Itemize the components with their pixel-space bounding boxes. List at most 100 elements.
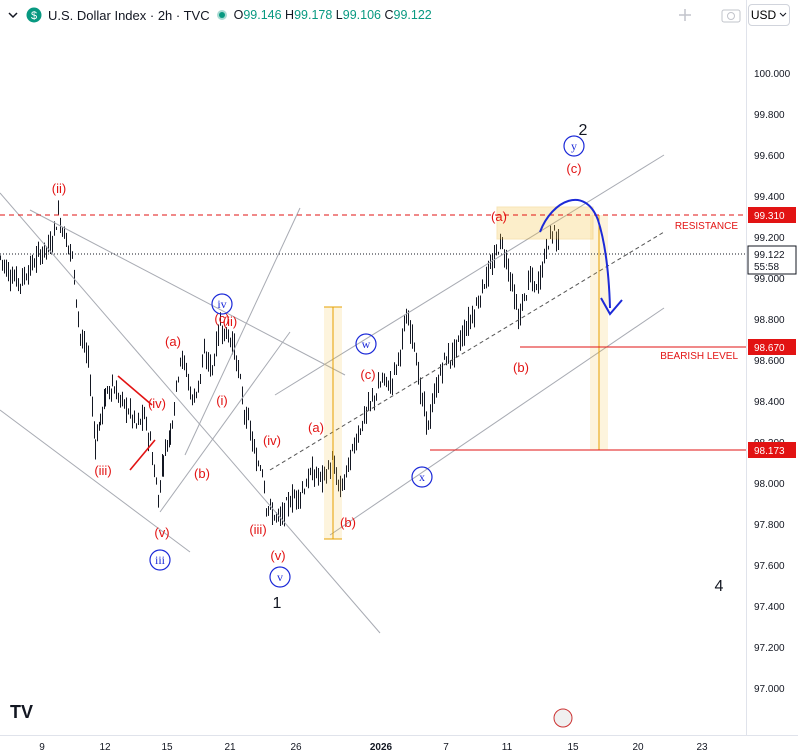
trend-line xyxy=(0,192,381,634)
wave-label: y xyxy=(571,139,577,153)
y-tick-label: 97.400 xyxy=(754,602,785,613)
y-tick-label: 98.600 xyxy=(754,356,785,367)
dollar-symbol-icon: $ xyxy=(26,7,42,23)
y-tick-label: 98.000 xyxy=(754,479,785,490)
flag-icon xyxy=(553,708,573,728)
wave-label: v xyxy=(277,570,283,584)
trend-line xyxy=(329,307,665,536)
wave-label: (v) xyxy=(154,525,169,540)
x-tick-label: 2026 xyxy=(370,742,393,753)
open-value: 99.146 xyxy=(243,8,282,22)
svg-text:$: $ xyxy=(31,10,37,22)
wave-label: (a) xyxy=(308,420,324,435)
wave-label: (a) xyxy=(165,334,181,349)
collapse-icon[interactable] xyxy=(6,8,20,22)
trend-line xyxy=(0,409,191,553)
high-value: 99.178 xyxy=(294,8,333,22)
wave-label: 4 xyxy=(715,578,724,595)
y-tick-label: 97.800 xyxy=(754,520,785,531)
wave-label: x xyxy=(419,470,425,484)
add-icon[interactable] xyxy=(678,8,692,22)
price-axis xyxy=(746,0,798,735)
market-status-icon xyxy=(216,10,227,20)
wave-label: (i) xyxy=(216,393,228,408)
wave-label: (iii) xyxy=(94,463,111,478)
wave-label: (ii) xyxy=(223,314,237,329)
y-tick-label: 100.000 xyxy=(754,69,791,80)
x-tick-label: 11 xyxy=(502,742,513,753)
price-tag xyxy=(748,339,796,355)
wedge-line xyxy=(117,375,153,406)
wave-label: iii xyxy=(155,553,166,567)
wave-label: w xyxy=(362,337,371,351)
wave-label: (a) xyxy=(491,209,507,224)
y-tick-label: 99.200 xyxy=(754,233,785,244)
x-tick-label: 12 xyxy=(99,742,111,753)
wave-label: iv xyxy=(217,297,226,311)
projection-arrow xyxy=(539,199,611,309)
trend-line xyxy=(184,207,301,456)
wave-label: (c) xyxy=(214,311,229,326)
last-price-value: 99.122 xyxy=(754,250,785,261)
x-tick-label: 21 xyxy=(224,742,236,753)
wave-circle xyxy=(563,135,585,157)
y-tick-label: 99.400 xyxy=(754,192,785,203)
wave-circle xyxy=(355,333,377,355)
wave-label: (c) xyxy=(566,161,581,176)
wave-label: (v) xyxy=(270,548,285,563)
time-axis xyxy=(0,735,798,755)
x-tick-label: 23 xyxy=(696,742,708,753)
x-tick-label: 7 xyxy=(443,742,449,753)
price-tag xyxy=(748,442,796,458)
y-tick-label: 98.800 xyxy=(754,315,785,326)
wave-label: (b) xyxy=(194,466,210,481)
x-tick-label: 26 xyxy=(290,742,302,753)
close-value: 99.122 xyxy=(393,8,432,22)
y-tick-label: 97.000 xyxy=(754,684,785,695)
wave-circle xyxy=(411,466,433,488)
wave-label: (iii) xyxy=(249,522,266,537)
y-tick-label: 99.000 xyxy=(754,274,785,285)
last-price-tag xyxy=(747,245,797,275)
x-tick-label: 15 xyxy=(161,742,173,753)
wave-label: (c) xyxy=(360,367,375,382)
y-tick-label: 98.400 xyxy=(754,397,785,408)
wave-circle xyxy=(269,566,291,588)
level-label: BEARISH LEVEL xyxy=(660,351,738,362)
wedge-line xyxy=(129,439,156,471)
trend-line xyxy=(29,209,346,376)
camera-icon[interactable] xyxy=(720,6,742,24)
symbol-title[interactable]: U.S. Dollar Index · 2h · TVC xyxy=(48,7,210,23)
ohlc-readout: O99.146 H99.178 L99.106 C99.122 xyxy=(233,8,432,22)
wave-label: (ii) xyxy=(52,181,66,196)
price-tag-value: 99.310 xyxy=(754,211,785,222)
price-tag-value: 98.173 xyxy=(754,446,785,457)
tv-logo: TV xyxy=(10,702,33,722)
currency-label: USD xyxy=(750,8,777,22)
wave-label: (iv) xyxy=(263,433,281,448)
x-tick-label: 15 xyxy=(567,742,579,753)
wave-label: (b) xyxy=(340,515,356,530)
x-tick-label: 20 xyxy=(632,742,644,753)
level-label: RESISTANCE xyxy=(675,221,738,232)
chevron-down-icon xyxy=(779,12,787,17)
price-tag-value: 98.670 xyxy=(754,343,785,354)
price-tag xyxy=(748,207,796,223)
y-tick-label: 97.200 xyxy=(754,643,785,654)
y-tick-label: 99.600 xyxy=(754,151,785,162)
y-tick-label: 99.800 xyxy=(754,110,785,121)
x-tick-label: 9 xyxy=(39,742,45,753)
trend-line xyxy=(274,154,665,396)
wave-label: 1 xyxy=(273,595,282,612)
trend-line xyxy=(159,331,291,513)
wave-circle xyxy=(149,549,171,571)
projection-arrowhead xyxy=(600,297,623,316)
y-tick-label: 97.600 xyxy=(754,561,785,572)
wave-label: 2 xyxy=(579,122,588,139)
low-value: 99.106 xyxy=(342,8,381,22)
wave-label: (b) xyxy=(513,360,529,375)
currency-button[interactable]: USD xyxy=(748,4,790,26)
wave-label: (iv) xyxy=(148,396,166,411)
countdown-label: 55:58 xyxy=(754,262,779,273)
